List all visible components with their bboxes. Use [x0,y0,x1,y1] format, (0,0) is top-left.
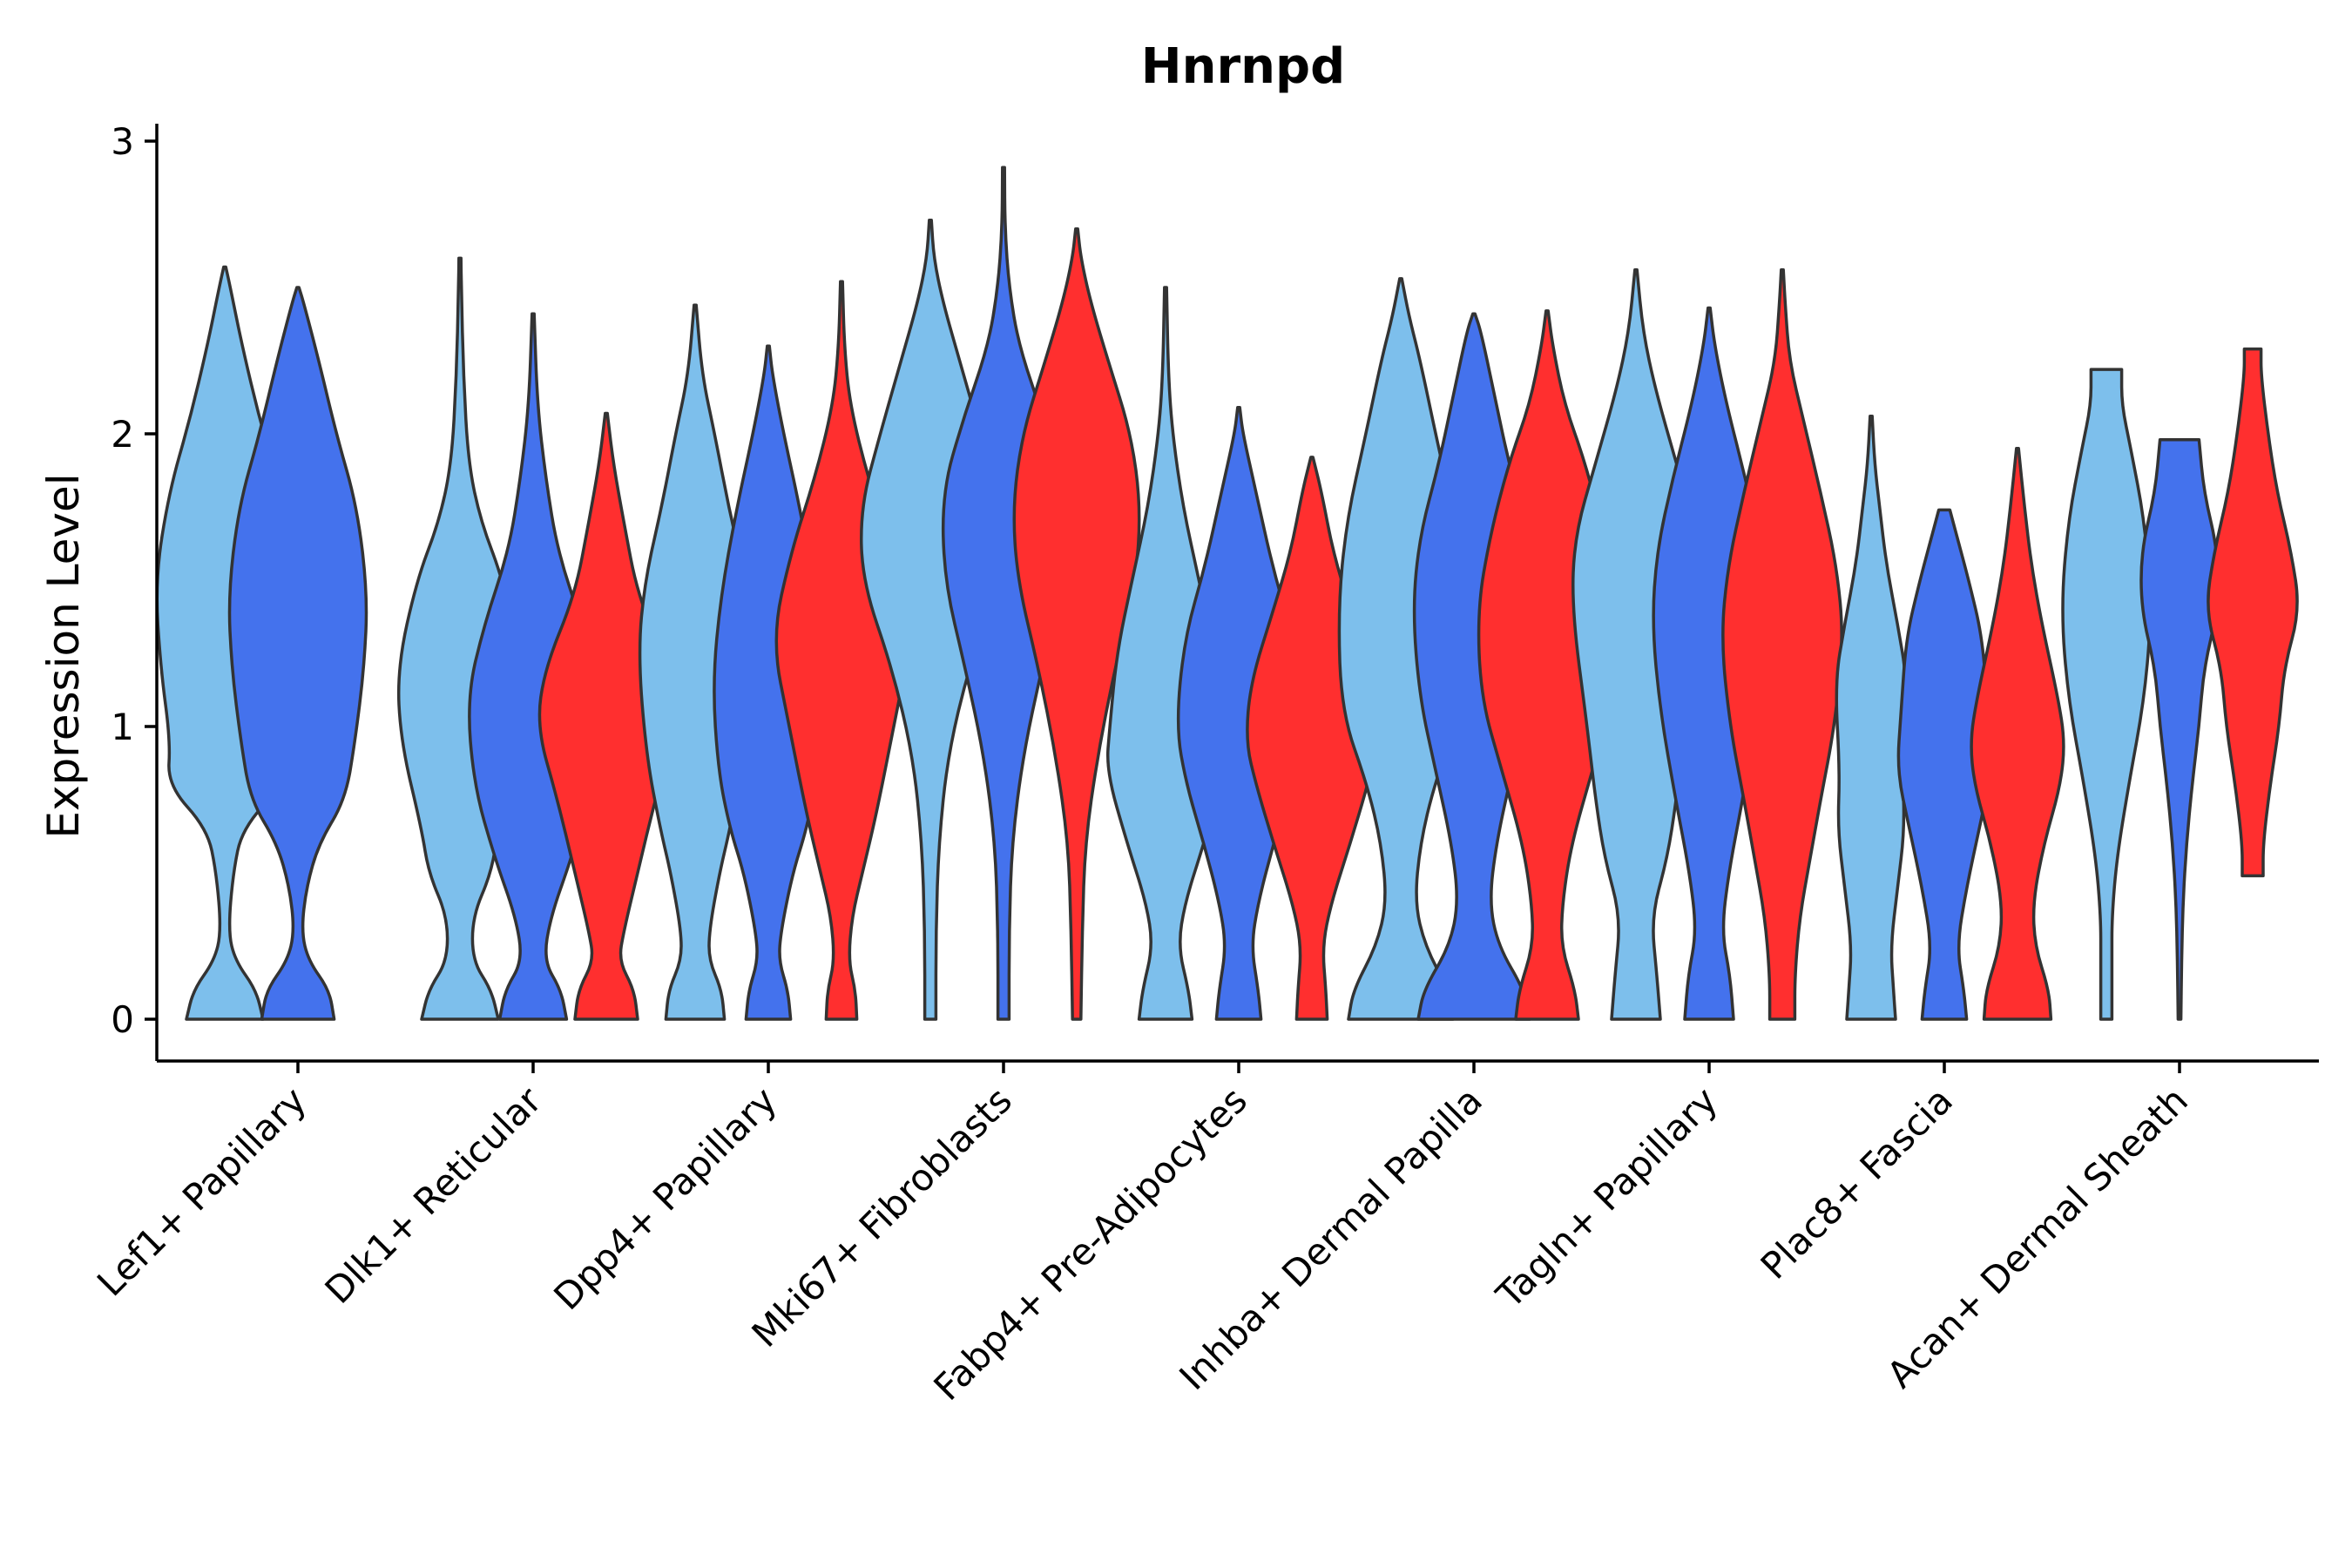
y-tick-label: 2 [111,413,134,456]
violin-8-1 [2139,437,2220,1021]
y-tick-label: 3 [111,120,134,163]
violin-8-0 [2061,368,2152,1021]
x-tick-label: Mki67+ Fibroblasts [744,1078,1020,1355]
violin-7-1 [1896,508,1992,1021]
chart-title: Hnrnpd [1141,38,1345,95]
violin-5-0 [1337,277,1464,1021]
violin-1-2 [537,411,675,1021]
violin-1-1 [468,312,598,1021]
violin-0-1 [227,286,368,1021]
x-tick-label: Dpp4+ Papillary [545,1078,785,1318]
violin-8-2 [2207,347,2299,878]
violin-7-2 [1970,447,2065,1021]
violin-3-2 [1012,227,1141,1021]
y-tick-label: 0 [111,998,134,1041]
violin-3-1 [941,166,1066,1021]
violin-5-2 [1477,309,1618,1021]
y-axis-label: Expression Level [38,473,89,838]
violin-4-0 [1105,286,1226,1021]
violin-7-0 [1835,415,1908,1021]
x-tick-label: Plac8+ Fascia [1753,1078,1961,1287]
violin-2-1 [713,344,824,1021]
y-tick-label: 1 [111,706,134,748]
violin-group [155,166,2299,1021]
x-tick-label: Lef1+ Papillary [89,1078,314,1304]
violin-6-0 [1571,268,1700,1021]
x-tick-label: Dlk1+ Reticular [317,1078,551,1312]
violin-6-1 [1652,306,1767,1021]
violin-2-0 [638,303,753,1021]
violin-4-1 [1176,406,1301,1021]
violin-6-2 [1721,268,1843,1021]
x-tick-label: Tagln+ Papillary [1488,1078,1726,1316]
violin-2-2 [774,280,909,1021]
